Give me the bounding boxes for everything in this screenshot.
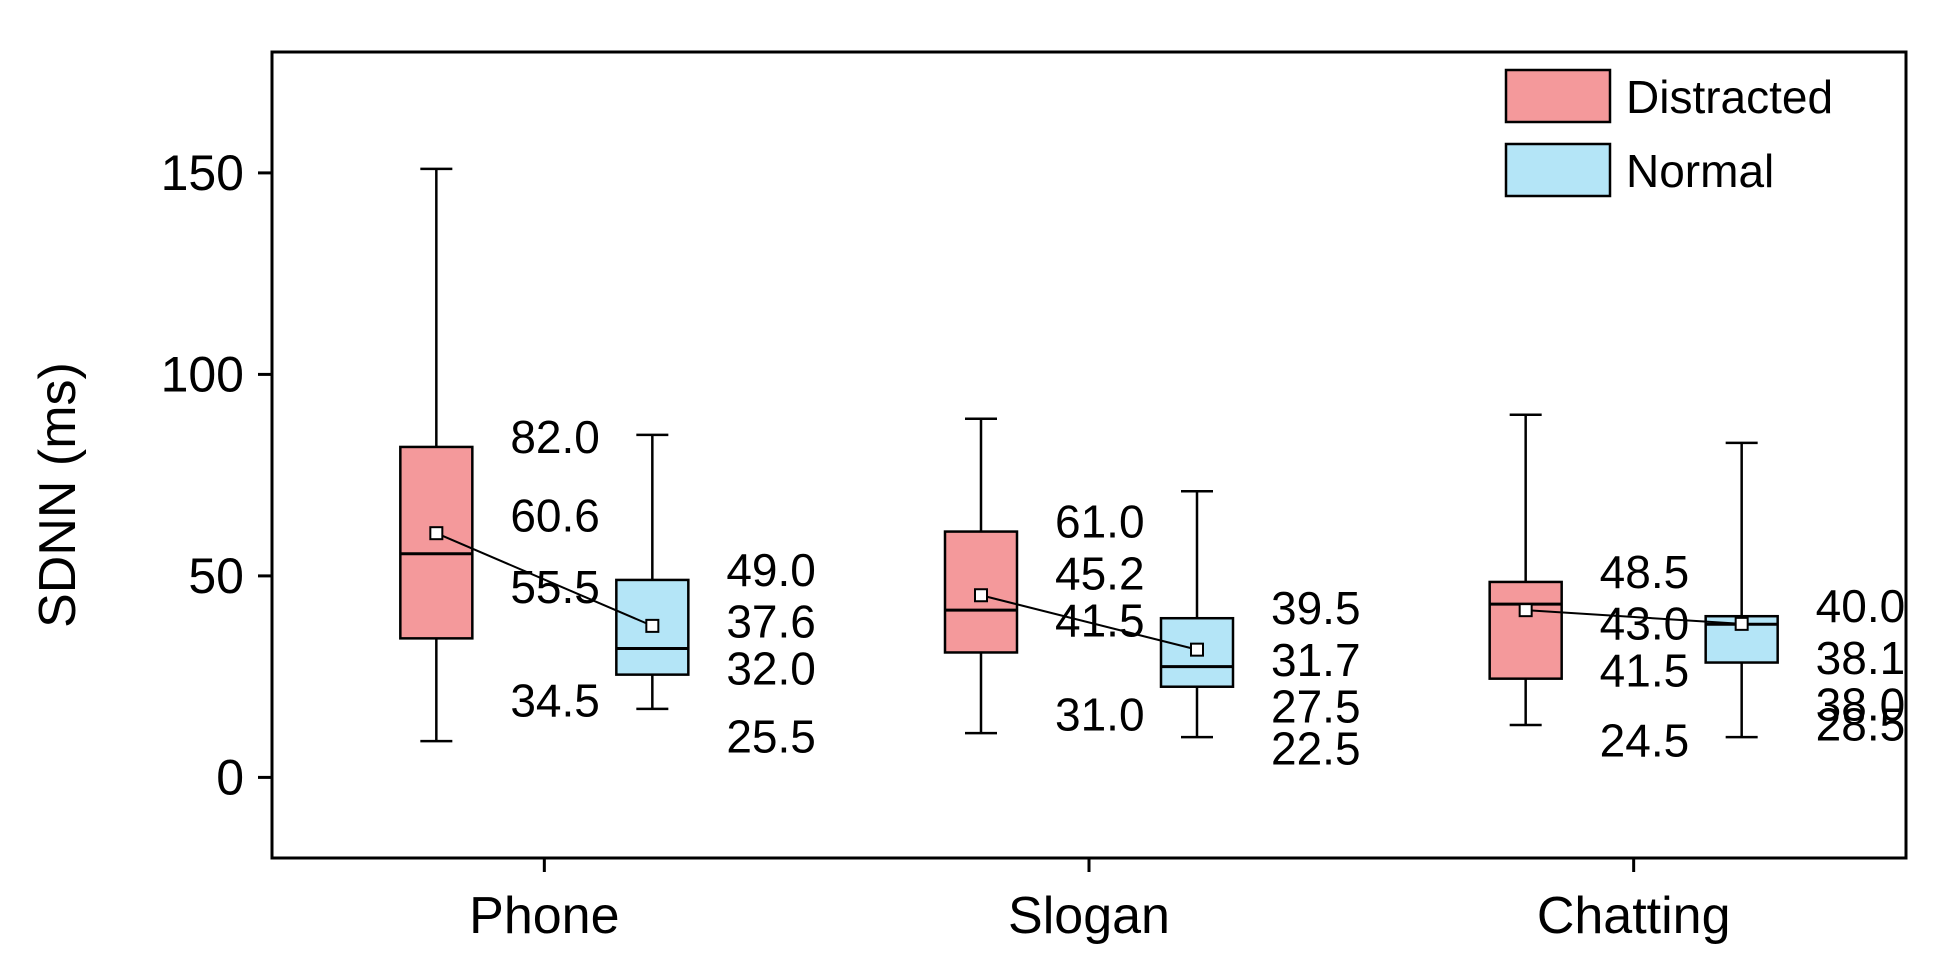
value-label: 43.0 — [1600, 598, 1690, 650]
x-category-label: Phone — [469, 887, 619, 945]
value-label: 32.0 — [726, 642, 816, 694]
value-label: 41.5 — [1600, 644, 1690, 696]
mean-connector-line — [980, 594, 1198, 651]
y-axis-title: SDNN (ms) — [29, 362, 87, 628]
value-label: 82.0 — [510, 411, 600, 463]
legend-label-distracted: Distracted — [1626, 71, 1833, 123]
value-label: 28.5 — [1816, 699, 1906, 751]
value-label: 34.5 — [510, 674, 600, 726]
mean-marker — [645, 618, 660, 633]
value-label: 24.5 — [1600, 715, 1690, 767]
box-normal — [1159, 616, 1235, 688]
value-label: 38.0 — [1816, 679, 1906, 731]
mean-connector-line — [1525, 609, 1742, 625]
value-label: 31.0 — [1055, 688, 1145, 740]
legend-label-normal: Normal — [1626, 145, 1774, 197]
box-distracted — [399, 445, 474, 640]
value-label: 49.0 — [726, 544, 816, 596]
mean-marker — [1190, 642, 1204, 657]
mean-marker — [1734, 616, 1749, 631]
value-label: 38.1 — [1816, 632, 1906, 684]
value-label: 25.5 — [726, 711, 816, 763]
value-label: 41.5 — [1055, 595, 1145, 647]
x-category-label: Slogan — [1008, 887, 1170, 945]
box-distracted — [1488, 580, 1563, 680]
legend-swatch-distracted — [1504, 68, 1612, 124]
value-label: 40.0 — [1816, 580, 1906, 632]
value-label: 55.5 — [510, 561, 600, 613]
value-label: 48.5 — [1600, 546, 1690, 598]
mean-connector-line — [435, 532, 653, 627]
value-label: 39.5 — [1271, 582, 1361, 634]
value-label: 27.5 — [1271, 681, 1361, 733]
value-label: 37.6 — [726, 596, 816, 648]
value-label: 60.6 — [510, 490, 600, 542]
mean-marker — [429, 526, 444, 541]
y-tick-label: 100 — [161, 346, 244, 402]
value-label: 22.5 — [1271, 723, 1361, 775]
value-label: 61.0 — [1055, 496, 1145, 548]
y-tick-label: 50 — [188, 548, 244, 604]
mean-marker — [1518, 603, 1533, 618]
legend-swatch-normal — [1504, 142, 1612, 198]
value-label: 31.7 — [1271, 634, 1361, 686]
mean-marker — [974, 588, 988, 603]
y-tick-label: 0 — [216, 749, 244, 805]
value-label: 45.2 — [1055, 548, 1145, 600]
y-tick-label: 150 — [161, 145, 244, 201]
x-category-label: Chatting — [1537, 887, 1731, 945]
